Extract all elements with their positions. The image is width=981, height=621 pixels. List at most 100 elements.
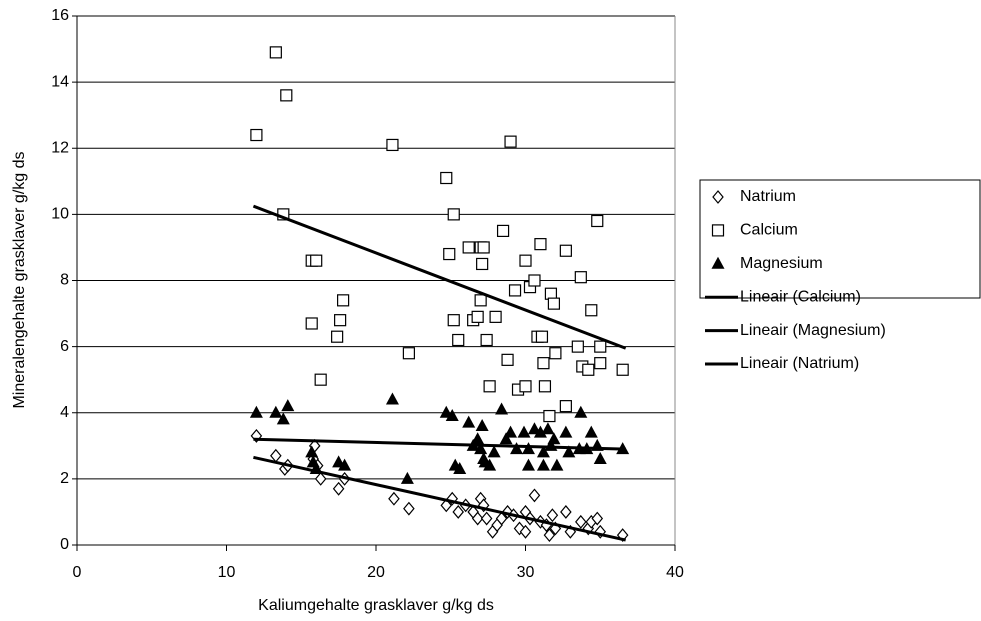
point xyxy=(280,89,293,102)
point xyxy=(546,508,559,523)
legend-marker xyxy=(712,190,724,204)
point xyxy=(388,491,400,506)
x-tick-label: 40 xyxy=(666,564,684,581)
point xyxy=(594,357,607,370)
x-tick-label: 0 xyxy=(73,564,82,581)
point xyxy=(281,399,295,412)
trend-line xyxy=(253,437,626,451)
point xyxy=(475,418,489,431)
point xyxy=(495,511,508,526)
point xyxy=(547,297,561,310)
point xyxy=(447,314,460,327)
point xyxy=(334,314,347,327)
point xyxy=(462,415,476,428)
x-tick-label: 30 xyxy=(517,564,535,581)
point xyxy=(616,363,629,376)
legend-label: Calcium xyxy=(740,222,798,239)
y-tick-label: 14 xyxy=(51,73,69,90)
point xyxy=(562,445,576,458)
point xyxy=(314,373,327,386)
y-tick-label: 0 xyxy=(60,536,69,553)
point xyxy=(471,432,485,445)
point xyxy=(535,330,549,343)
y-tick-label: 16 xyxy=(51,7,69,24)
legend-label: Lineair (Calcium) xyxy=(740,288,861,305)
point xyxy=(452,333,465,347)
point xyxy=(403,501,415,516)
point xyxy=(504,135,517,148)
point xyxy=(483,380,496,393)
point xyxy=(443,247,456,261)
y-tick-label: 12 xyxy=(51,139,69,156)
point xyxy=(445,409,459,422)
point xyxy=(541,422,555,435)
point xyxy=(521,442,535,455)
point xyxy=(571,340,584,353)
point xyxy=(536,458,550,471)
point xyxy=(483,458,497,471)
point xyxy=(521,458,535,471)
point xyxy=(331,330,344,343)
point xyxy=(584,425,598,438)
point xyxy=(400,471,414,484)
y-tick-label: 6 xyxy=(60,338,69,355)
point xyxy=(528,488,541,503)
point xyxy=(476,257,489,271)
point xyxy=(543,409,556,423)
point xyxy=(489,310,502,323)
point xyxy=(591,511,604,526)
point xyxy=(575,514,587,529)
y-tick-label: 2 xyxy=(60,470,69,487)
point xyxy=(305,445,319,458)
y-tick-label: 4 xyxy=(60,404,69,421)
point xyxy=(338,458,352,471)
point xyxy=(495,402,509,415)
point xyxy=(477,241,490,254)
point xyxy=(471,310,484,323)
point xyxy=(452,505,465,519)
point xyxy=(453,461,467,474)
point xyxy=(276,412,290,425)
point xyxy=(591,214,604,228)
legend-marker xyxy=(711,224,725,237)
point xyxy=(559,400,572,413)
point xyxy=(574,405,588,418)
point xyxy=(250,128,263,142)
x-tick-label: 20 xyxy=(367,564,385,581)
point xyxy=(550,458,564,471)
legend-box xyxy=(699,179,981,299)
point xyxy=(582,363,595,376)
point xyxy=(310,254,323,267)
point xyxy=(314,471,327,486)
point xyxy=(537,357,550,370)
point xyxy=(269,46,282,59)
point xyxy=(305,317,318,330)
trend-line xyxy=(253,455,626,542)
point xyxy=(517,425,531,438)
point xyxy=(474,294,487,307)
point xyxy=(585,304,598,317)
y-tick-label: 10 xyxy=(51,206,69,223)
point xyxy=(519,380,532,393)
legend-label: Natrium xyxy=(740,188,796,205)
point xyxy=(402,347,415,360)
point xyxy=(440,171,453,185)
point xyxy=(559,244,572,257)
point xyxy=(508,284,522,297)
point xyxy=(559,425,573,438)
y-tick-label: 8 xyxy=(60,272,69,289)
x-axis-label: Kaliumgehalte grasklaver g/kg ds xyxy=(258,597,494,614)
point xyxy=(528,274,541,287)
point xyxy=(487,445,501,458)
point xyxy=(519,524,532,539)
point xyxy=(560,505,572,519)
point xyxy=(504,425,518,438)
point xyxy=(519,254,532,267)
x-tick-label: 10 xyxy=(218,564,236,581)
point xyxy=(501,353,514,366)
point xyxy=(337,294,350,307)
legend-marker xyxy=(711,256,725,269)
point xyxy=(510,442,524,455)
point xyxy=(549,347,562,360)
point xyxy=(480,511,493,526)
